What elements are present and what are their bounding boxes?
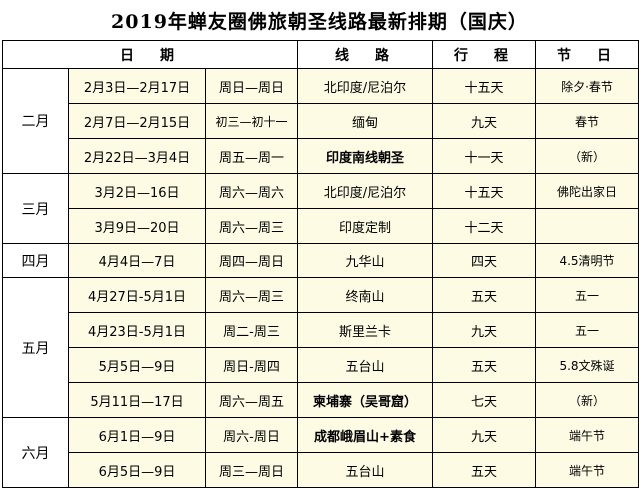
header-duration: 行 程	[432, 40, 536, 69]
header-route: 线 路	[297, 40, 433, 69]
table-row: 五月 4月27日-5月1日 周六—周三 终南山 五天 五一	[2, 277, 639, 418]
weekday-cell: 周六—周五	[205, 382, 298, 418]
festival-cell: 端午节	[535, 417, 639, 453]
header-row: 日 期 线 路 行 程 节 日	[2, 40, 639, 69]
weekday-cell: 周六—周六	[205, 173, 298, 209]
festival-cell: 5.8文殊诞	[535, 347, 639, 383]
duration-cell: 五天	[432, 277, 536, 313]
route-cell: 北印度/尼泊尔	[297, 68, 433, 104]
table-row: 5月5日—9日 周日-周四 五台山 五天 5.8文殊诞	[3, 347, 639, 383]
weekday-cell: 周二-周三	[205, 312, 298, 348]
duration-cell: 五天	[432, 347, 536, 383]
festival-cell: 4.5清明节	[535, 243, 639, 278]
weekday-cell: 周日—周日	[205, 68, 298, 104]
route-cell: 终南山	[297, 277, 433, 313]
weekday-cell: 周六-周日	[205, 417, 298, 453]
duration-cell: 九天	[432, 417, 536, 453]
festival-cell: 端午节	[535, 452, 639, 488]
date-cell: 5月11日—17日	[68, 382, 206, 418]
route-cell: 柬埔寨（吴哥窟）	[297, 382, 433, 418]
table-row: 3月9日—20日 周六—周三 印度定制 十二天	[3, 208, 639, 244]
weekday-cell: 周日-周四	[205, 347, 298, 383]
header-date: 日 期	[2, 40, 298, 69]
duration-cell: 十二天	[432, 208, 536, 244]
weekday-cell: 周五—周一	[205, 138, 298, 174]
route-cell: 五台山	[297, 452, 433, 488]
duration-cell: 十一天	[432, 138, 536, 174]
duration-cell: 九天	[432, 103, 536, 139]
date-cell: 5月5日—9日	[68, 347, 206, 383]
table-row: 二月 2月3日—2月17日 周日—周日 北印度/尼泊尔 十五天 除夕·春节	[2, 68, 639, 174]
date-cell: 4月27日-5月1日	[68, 277, 206, 313]
date-cell: 6月5日—9日	[68, 452, 206, 488]
route-cell: 斯里兰卡	[297, 312, 433, 348]
weekday-cell: 初三—初十一	[205, 103, 298, 139]
date-cell: 2月3日—2月17日	[68, 68, 206, 104]
festival-cell: 除夕·春节	[535, 68, 639, 104]
month-cell: 四月	[2, 243, 69, 278]
festival-cell: （新）	[535, 138, 639, 174]
festival-cell: （新）	[535, 382, 639, 418]
table-row: 4月23日-5月1日 周二-周三 斯里兰卡 九天 五一	[3, 312, 639, 348]
schedule-table: 日 期 线 路 行 程 节 日 二月 2月3日—2月17日 周日—周日 北印度/尼泊尔…	[2, 40, 639, 488]
table-row: 三月 3月2日—16日 周六—周六 北印度/尼泊尔 十五天 佛陀出家日	[2, 173, 639, 244]
route-cell: 北印度/尼泊尔	[297, 173, 433, 209]
route-cell: 九华山	[297, 243, 433, 278]
weekday-cell: 周六—周三	[205, 208, 298, 244]
date-cell: 4月4日—7日	[68, 243, 206, 278]
route-cell: 印度定制	[297, 208, 433, 244]
festival-cell: 五一	[535, 312, 639, 348]
route-cell: 成都峨眉山+素食	[297, 417, 433, 453]
table-row: 6月5日—9日 周三—周日 五台山 五天 端午节	[3, 452, 639, 488]
festival-cell	[535, 208, 639, 244]
date-cell: 2月22日—3月4日	[68, 138, 206, 174]
table-row: 六月 6月1日—9日 周六-周日 成都峨眉山+素食 九天 端午节	[2, 417, 639, 488]
table-row: 5月11日—17日 周六—周五 柬埔寨（吴哥窟） 七天 （新）	[3, 382, 639, 418]
weekday-cell: 周四—周日	[205, 243, 298, 278]
duration-cell: 五天	[432, 452, 536, 488]
festival-cell: 佛陀出家日	[535, 173, 639, 209]
duration-cell: 十五天	[432, 173, 536, 209]
route-cell: 缅甸	[297, 103, 433, 139]
weekday-cell: 周三—周日	[205, 452, 298, 488]
month-cell: 五月	[2, 277, 69, 418]
header-festival: 节 日	[535, 40, 639, 69]
date-cell: 3月2日—16日	[68, 173, 206, 209]
duration-cell: 四天	[432, 243, 536, 278]
duration-cell: 九天	[432, 312, 536, 348]
month-cell: 六月	[2, 417, 69, 488]
route-cell: 印度南线朝圣	[297, 138, 433, 174]
month-cell: 二月	[2, 68, 69, 174]
table-row: 2月7日—2月15日 初三—初十一 缅甸 九天 春节	[3, 103, 639, 139]
date-cell: 4月23日-5月1日	[68, 312, 206, 348]
table-row: 四月 4月4日—7日 周四—周日 九华山 四天 4.5清明节	[2, 243, 639, 278]
month-cell: 三月	[2, 173, 69, 244]
page-title: 2019年蝉友圈佛旅朝圣线路最新排期（国庆）	[111, 10, 528, 33]
date-cell: 2月7日—2月15日	[68, 103, 206, 139]
table-row: 2月22日—3月4日 周五—周一 印度南线朝圣 十一天 （新）	[3, 138, 639, 174]
weekday-cell: 周六—周三	[205, 277, 298, 313]
festival-cell: 五一	[535, 277, 639, 313]
festival-cell: 春节	[535, 103, 639, 139]
date-cell: 6月1日—9日	[68, 417, 206, 453]
date-cell: 3月9日—20日	[68, 208, 206, 244]
route-cell: 五台山	[297, 347, 433, 383]
duration-cell: 十五天	[432, 68, 536, 104]
duration-cell: 七天	[432, 382, 536, 418]
schedule-body: 二月 2月3日—2月17日 周日—周日 北印度/尼泊尔 十五天 除夕·春节 2月7日—2月1…	[2, 68, 639, 488]
